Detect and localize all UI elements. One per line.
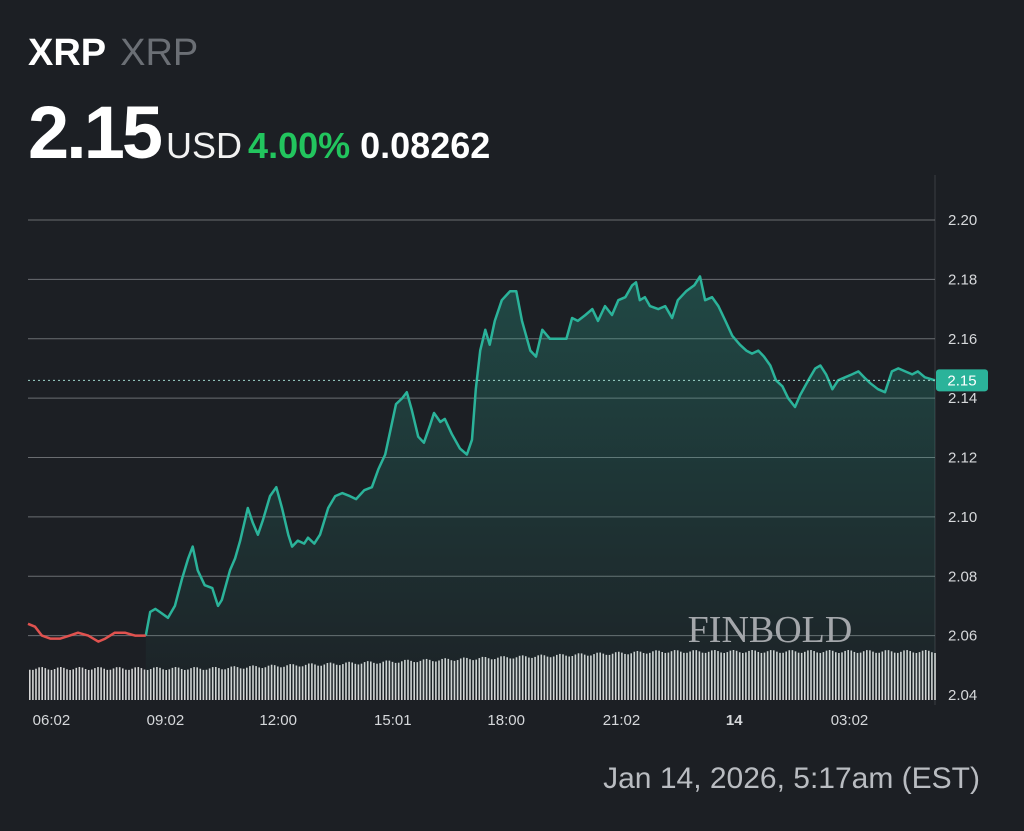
volume-bar <box>137 667 140 700</box>
x-axis: 06:02 09:02 12:00 15:01 18:00 21:02 14 03:02 <box>33 712 869 729</box>
volume-bar <box>94 668 96 700</box>
volume-bar <box>50 669 53 700</box>
asset-title: XRP XRP <box>28 32 198 75</box>
volume-bar <box>109 669 112 700</box>
volume-bar <box>91 669 93 700</box>
asset-symbol: XRP <box>28 32 107 74</box>
price-area-fill <box>145 276 936 695</box>
x-tick-label: 15:01 <box>374 712 412 729</box>
current-price: 2.15 <box>28 91 163 174</box>
x-tick-label: 03:02 <box>831 712 869 729</box>
y-tick-label: 2.18 <box>948 271 977 288</box>
volume-bar <box>128 669 130 700</box>
y-axis: 2.04 2.06 2.08 2.10 2.12 2.14 2.16 2.18 2.20 <box>948 212 977 704</box>
volume-bar <box>75 667 78 700</box>
volume-bar <box>38 667 40 700</box>
volume-bar <box>53 669 56 700</box>
y-tick-label: 2.12 <box>948 450 977 467</box>
volume-bar <box>63 667 65 700</box>
volume-bar <box>66 669 68 700</box>
change-percent: 4.00% <box>248 125 351 166</box>
volume-bar <box>100 667 102 700</box>
volume-bar <box>103 668 105 700</box>
volume-bar <box>118 667 121 700</box>
volume-bar <box>41 667 43 700</box>
volume-bar <box>115 667 118 700</box>
volume-bar <box>125 669 127 700</box>
volume-bar <box>78 667 81 700</box>
y-tick-label: 2.06 <box>948 628 977 645</box>
y-tick-label: 2.08 <box>948 568 977 585</box>
volume-bar <box>134 667 136 700</box>
volume-bar <box>131 668 133 700</box>
volume-bar <box>47 669 50 700</box>
x-tick-label: 18:00 <box>487 712 525 729</box>
volume-bar <box>44 668 47 700</box>
watermark-logo: FINBOLD <box>688 609 853 651</box>
y-tick-label: 2.04 <box>948 687 977 704</box>
volume-bar <box>32 669 34 700</box>
x-tick-label: 14 <box>726 712 743 729</box>
x-tick-label: 21:02 <box>603 712 641 729</box>
y-tick-label: 2.20 <box>948 212 977 229</box>
change-absolute: 0.08262 <box>360 125 491 166</box>
current-price-tag: 2.15 <box>936 369 988 392</box>
x-tick-label: 12:00 <box>259 712 297 729</box>
y-tick-label: 2.14 <box>948 390 977 407</box>
volume-bar <box>106 669 109 700</box>
volume-bar <box>112 668 115 700</box>
timestamp: Jan 14, 2026, 5:17am (EST) <box>603 762 980 795</box>
x-tick-label: 09:02 <box>147 712 185 729</box>
volume-bar <box>69 670 71 700</box>
volume-bar <box>84 669 87 700</box>
volume-bar <box>143 669 146 700</box>
volume-bar <box>56 667 59 700</box>
current-price-tag-label: 2.15 <box>947 372 976 389</box>
y-tick-label: 2.16 <box>948 331 977 348</box>
y-tick-label: 2.10 <box>948 509 977 526</box>
currency: USD <box>166 125 243 166</box>
volume-bar <box>72 669 74 700</box>
volume-bar <box>35 668 37 700</box>
volume-bar <box>140 668 143 700</box>
volume-bar <box>60 667 62 700</box>
price-line-down <box>27 622 146 643</box>
volume-bar <box>122 668 124 700</box>
volume-bar <box>29 669 31 700</box>
volume-bar <box>87 669 90 700</box>
asset-name: XRP <box>120 32 199 74</box>
price-row: 2.15 USD 4.00% 0.08262 <box>28 90 490 175</box>
x-tick-label: 06:02 <box>33 712 71 729</box>
price-line-up <box>144 275 936 636</box>
volume-bar <box>81 667 84 700</box>
volume-bar <box>97 667 99 700</box>
